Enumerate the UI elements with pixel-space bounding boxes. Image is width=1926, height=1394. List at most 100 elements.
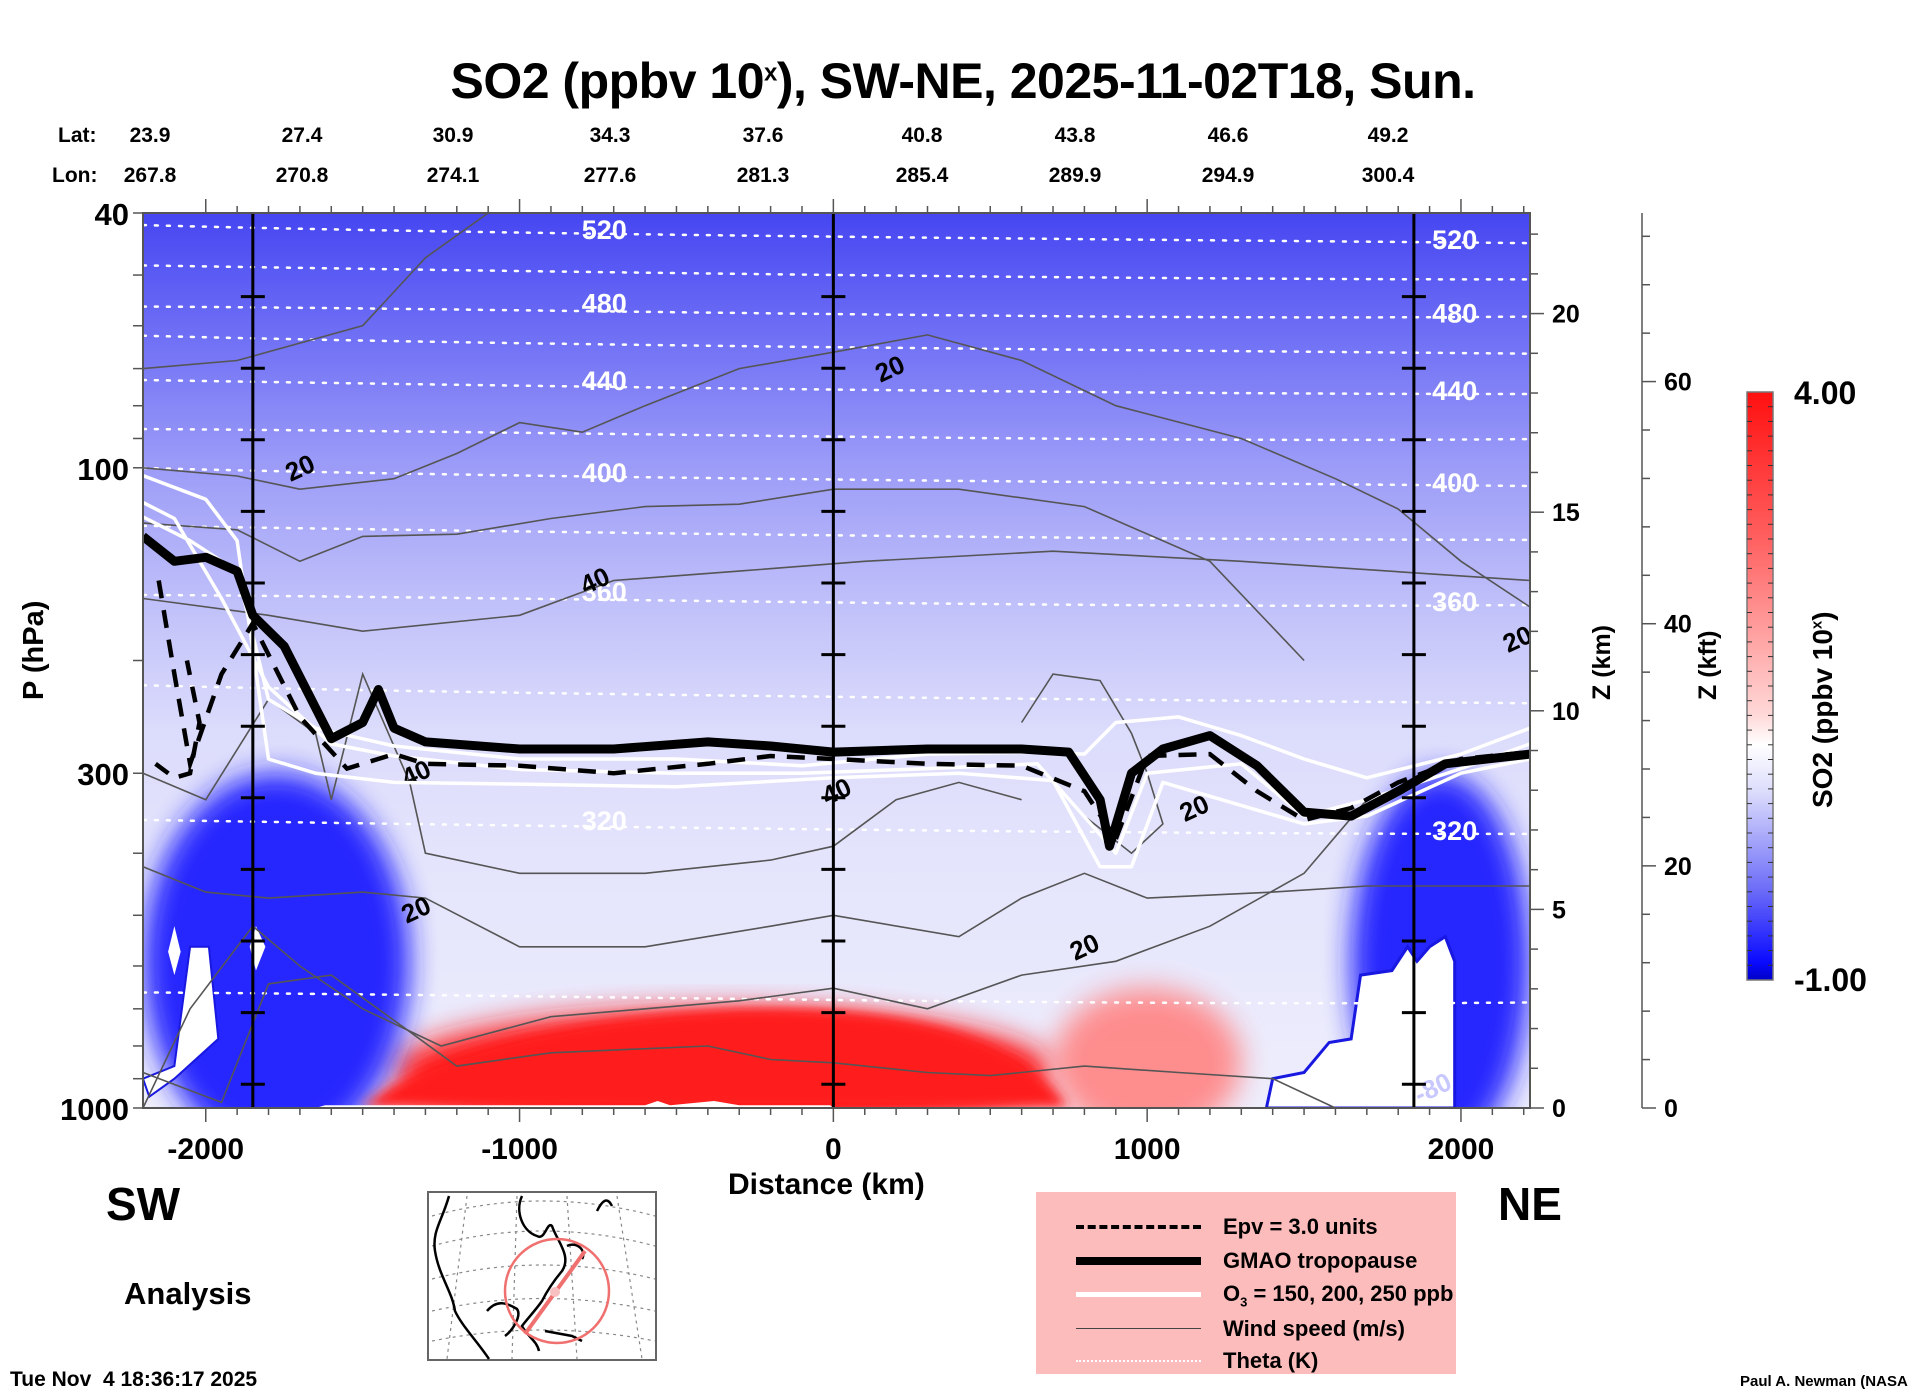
theta-contour — [143, 223, 1530, 245]
lon-value: 289.9 — [1048, 164, 1102, 187]
theta-contour — [143, 264, 1530, 281]
lat-value: 23.9 — [129, 124, 171, 147]
lat-value: 34.3 — [589, 124, 631, 147]
legend: Epv = 3.0 units GMAO tropopause O3 = 150… — [1036, 1192, 1456, 1374]
epv-contour — [154, 580, 1530, 844]
wind-contour — [143, 488, 1305, 662]
missing-data-sw — [168, 926, 181, 976]
lat-value: 49.2 — [1367, 124, 1409, 147]
y-tick-label: 100 — [77, 452, 129, 487]
lat-value: 40.8 — [901, 124, 943, 147]
z-km-label: 20 — [1552, 301, 1580, 329]
x-tick-label: 1000 — [1114, 1133, 1181, 1166]
center-point — [550, 1287, 560, 1297]
missing-data-ne — [1264, 934, 1457, 1108]
theta-contour — [143, 524, 1530, 542]
z-kft-label: 60 — [1664, 369, 1692, 397]
dotted-line-swatch — [1076, 1348, 1201, 1374]
theta-contour — [143, 818, 1530, 836]
theta-contour — [143, 305, 1530, 319]
sw-label: SW — [106, 1178, 181, 1230]
inset-map — [427, 1191, 657, 1361]
lat-value: 43.8 — [1054, 124, 1096, 147]
wind-contour — [143, 334, 1530, 608]
ozone-contour — [143, 473, 1530, 869]
axes: -2000 -1000 0 1000 2000 1000 300 100 400 5 10 15 20 0… — [60, 197, 1692, 1166]
colorbar-min-label: -1.00 — [1794, 962, 1867, 998]
lon-value: 285.4 — [895, 164, 949, 187]
dashed-line-swatch — [1076, 1214, 1201, 1240]
lon-label: Lon: — [52, 164, 98, 187]
z-kft-label: 0 — [1664, 1095, 1678, 1123]
x-tick-label: -1000 — [481, 1133, 558, 1166]
z-kft-axis-title: Z (kft) — [1694, 630, 1722, 700]
theta-label: 320 — [582, 806, 627, 836]
lat-label: Lat: — [58, 124, 97, 147]
x-tick-label: 2000 — [1428, 1133, 1495, 1166]
z-kft-label: 20 — [1664, 853, 1692, 881]
analysis-label: Analysis — [124, 1276, 252, 1311]
tropopause-line — [143, 532, 1530, 851]
z-km-axis-title: Z (km) — [1588, 625, 1616, 700]
legend-item-tropopause: GMAO tropopause — [1076, 1248, 1417, 1274]
missing-data-sw — [143, 945, 220, 1099]
lon-value: 274.1 — [426, 164, 480, 187]
lon-value: 300.4 — [1361, 164, 1415, 187]
x-tick-label: -2000 — [167, 1133, 244, 1166]
y-tick-label: 1000 — [60, 1092, 129, 1127]
so2-region — [143, 773, 410, 1108]
legend-item-theta: Theta (K) — [1076, 1348, 1318, 1374]
theta-label: 440 — [582, 366, 627, 396]
lat-value: 30.9 — [432, 124, 474, 147]
lon-value: 281.3 — [736, 164, 790, 187]
lat-value: 37.6 — [742, 124, 784, 147]
so2-region — [1053, 988, 1242, 1108]
epv-contour — [154, 660, 202, 781]
theta-contour — [143, 378, 1530, 396]
z-km-label: 0 — [1552, 1095, 1566, 1123]
colorbar-max-label: 4.00 — [1794, 375, 1857, 411]
thick-line-swatch — [1076, 1248, 1201, 1274]
lon-value: 267.8 — [123, 164, 177, 187]
theta-label: 480 — [1432, 299, 1477, 329]
tropopause — [143, 532, 1530, 851]
theta-contour — [143, 334, 1530, 355]
missing-data — [315, 1100, 834, 1108]
credit: Paul A. Newman (NASA — [1740, 1373, 1908, 1390]
so2-field — [143, 213, 1530, 1108]
legend-item-ozone: O3 = 150, 200, 250 ppb — [1076, 1281, 1453, 1309]
theta-contour — [143, 427, 1530, 442]
y-axis-title: P (hPa) — [18, 600, 50, 700]
lon-value: 294.9 — [1201, 164, 1255, 187]
epv-contour — [156, 580, 1530, 844]
theta-label: 520 — [1432, 225, 1477, 255]
theta-label: 520 — [582, 215, 627, 245]
lon-value: 270.8 — [275, 164, 329, 187]
z-km-label: 15 — [1552, 499, 1580, 527]
so2-plume-core — [362, 1008, 1069, 1108]
theta-label: 440 — [1432, 376, 1477, 406]
x-axis-title: Distance (km) — [728, 1168, 925, 1201]
ne-label: NE — [1498, 1178, 1562, 1230]
thin-line-swatch — [1076, 1316, 1201, 1342]
vertical-markers — [240, 213, 1426, 1108]
theta-contour — [143, 466, 1530, 488]
y-tick-label: 40 — [95, 197, 129, 232]
lon-value: 277.6 — [583, 164, 637, 187]
theta-contour — [143, 991, 1530, 1005]
theta-label: 360 — [1432, 587, 1477, 617]
z-km-label: 5 — [1552, 896, 1566, 924]
z-km-label: 10 — [1552, 698, 1580, 726]
timestamp: Tue Nov 4 18:36:17 2025 — [10, 1368, 258, 1391]
theta-label: 400 — [582, 458, 627, 488]
y-tick-label: 300 — [77, 757, 129, 792]
wind-contour — [143, 550, 1530, 633]
theta-contour — [143, 593, 1530, 608]
ozone-contour — [143, 515, 1530, 780]
theta-label: 320 — [1432, 816, 1477, 846]
range-circle — [503, 1237, 611, 1345]
graticule — [431, 1195, 656, 1360]
colorbar-title: SO2 (ppbv 10x) — [1807, 611, 1838, 808]
theta-contours: 520 520 480 480 440 440 400 400 360 360 320 320 — [143, 215, 1530, 1005]
